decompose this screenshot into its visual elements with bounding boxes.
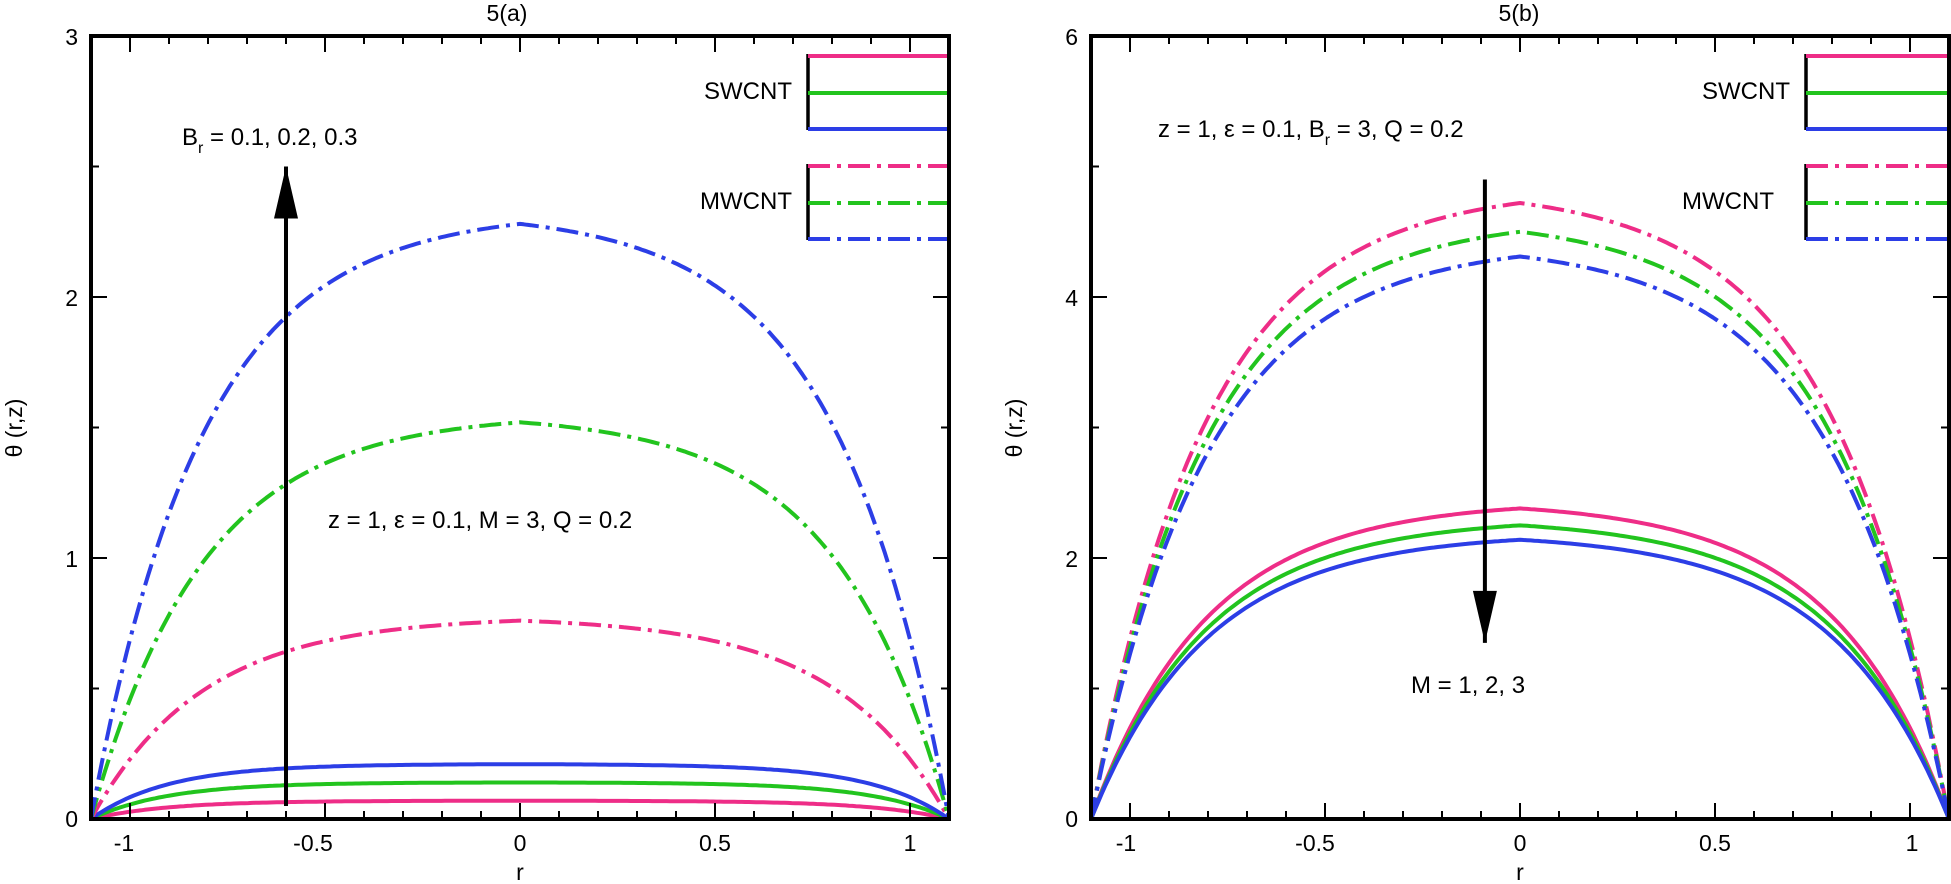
panel-5a: 5(a) -1 -0.5 0 0.5 1 0 1 2 3 r θ (r,z) B…	[1, 0, 951, 884]
panel-5a-series	[89, 221, 951, 821]
panel-5b-series-line-1	[1089, 506, 1951, 820]
panel-5b: 5(b) -1 -0.5 0 0.5 1 0 2 4 6 r θ (r,z) z…	[1001, 0, 1951, 884]
panel-5a-y-axis-label: θ (r,z)	[1, 399, 27, 458]
panel-5b-arrow	[1472, 179, 1497, 643]
panel-5a-ticks	[91, 35, 949, 820]
panel-5a-series-line-1	[90, 798, 950, 821]
panel-5b-y-tick-0: 0	[1065, 806, 1078, 832]
panel-5b-series-line-6	[1089, 254, 1951, 820]
panel-5a-title: 5(a)	[487, 0, 528, 26]
panel-5a-series-line-2	[90, 780, 950, 821]
panel-5b-series-line-3	[1089, 537, 1951, 820]
panel-5a-legend: SWCNT MWCNT	[700, 54, 947, 241]
panel-5b-plot-frame	[1089, 34, 1951, 821]
panel-5b-y-tick-3: 6	[1065, 24, 1078, 50]
panel-5b-x-tick-0: -1	[1116, 830, 1136, 856]
panel-5b-title: 5(b)	[1499, 0, 1540, 26]
panel-5b-legend-swcnt-label: SWCNT	[1702, 78, 1790, 105]
panel-5b-x-tick-3: 0.5	[1699, 830, 1731, 856]
panel-5a-y-tick-0: 0	[65, 806, 78, 832]
panel-5b-y-axis-label: θ (r,z)	[1001, 399, 1027, 458]
panel-5a-x-axis-label: r	[516, 859, 524, 884]
panel-5a-y-tick-1: 1	[65, 546, 78, 572]
panel-5b-y-tick-2: 4	[1065, 285, 1078, 311]
panel-5b-series	[1089, 201, 1951, 820]
panel-5a-x-tick-0: -1	[114, 830, 134, 856]
panel-5b-ticks	[1091, 35, 1949, 820]
panel-5a-arrow	[274, 166, 298, 806]
panel-5a-series-line-3	[89, 762, 951, 821]
panel-5b-x-tick-1: -0.5	[1295, 830, 1335, 856]
panel-5b-series-line-2	[1089, 523, 1951, 820]
panel-5a-x-tick-2: 0	[514, 830, 527, 856]
panel-5b-x-tick-2: 0	[1514, 830, 1527, 856]
panel-5a-x-tick-3: 0.5	[699, 830, 731, 856]
panel-5a-y-tick-2: 2	[65, 285, 78, 311]
panel-5b-arrow-label: M = 1, 2, 3	[1411, 672, 1525, 699]
panel-5a-legend-swcnt-label: SWCNT	[704, 78, 792, 105]
panel-5a-plot-frame	[89, 34, 951, 821]
panel-5b-arrow-head	[1472, 590, 1497, 643]
panel-5a-arrow-head	[274, 166, 298, 219]
panel-5a-series-line-4	[89, 618, 951, 820]
panel-5a-legend-mwcnt-label: MWCNT	[700, 188, 792, 215]
panel-5b-legend-mwcnt-label: MWCNT	[1682, 188, 1774, 215]
panel-5b-x-tick-4: 1	[1906, 830, 1919, 856]
panel-5b-y-tick-1: 2	[1065, 546, 1078, 572]
panel-5b-x-axis-label: r	[1516, 859, 1524, 884]
panel-5a-series-line-6	[89, 221, 951, 820]
panel-5a-arrow-label: Br = 0.1, 0.2, 0.3	[182, 124, 357, 157]
panel-5a-x-tick-1: -0.5	[293, 830, 333, 856]
panel-5b-params-label: z = 1, ε = 0.1, Br = 3, Q = 0.2	[1158, 116, 1464, 149]
panel-5b-series-line-5	[1089, 229, 1951, 820]
panel-5b-series-line-4	[1089, 201, 1951, 820]
panel-5b-legend: SWCNT MWCNT	[1682, 54, 1947, 241]
panel-5a-params-label: z = 1, ε = 0.1, M = 3, Q = 0.2	[328, 507, 632, 534]
panel-5a-x-tick-4: 1	[904, 830, 917, 856]
panel-5a-y-tick-3: 3	[65, 24, 78, 50]
panel-5a-series-line-5	[89, 420, 951, 820]
